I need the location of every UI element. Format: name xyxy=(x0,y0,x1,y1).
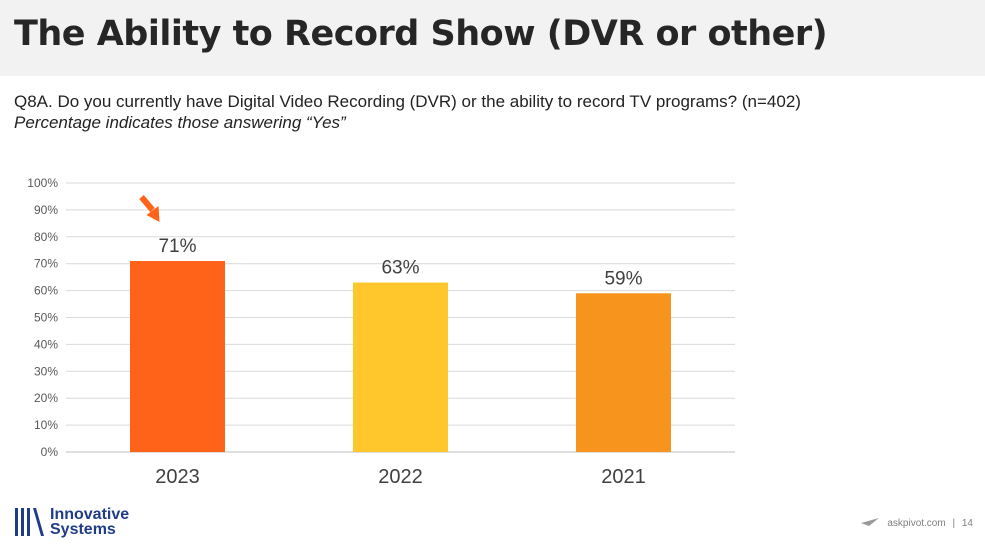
bar-chart: 0% 10% 20% 30% 40% 50% 60% 70% 80% 90% 100% 71% 2023… xyxy=(27,176,735,488)
question-text: Q8A. Do you currently have Digital Video… xyxy=(14,92,801,111)
x-tick-label: 2022 xyxy=(378,466,423,488)
question-note: Percentage indicates those answering “Ye… xyxy=(14,113,346,132)
highlight-arrow-head-icon xyxy=(146,206,160,222)
y-tick-label: 30% xyxy=(34,364,58,378)
logo-line2: Systems xyxy=(50,521,116,538)
x-tick-label: 2021 xyxy=(601,466,646,488)
question-block: Q8A. Do you currently have Digital Video… xyxy=(14,91,801,133)
y-tick-label: 10% xyxy=(34,418,58,432)
data-label: 71% xyxy=(158,236,196,257)
paper-plane-icon xyxy=(860,518,879,526)
innovative-systems-logo: Innovative Systems xyxy=(14,505,144,539)
page-title: The Ability to Record Show (DVR or other… xyxy=(14,14,828,54)
data-label: 63% xyxy=(381,258,419,279)
y-tick-label: 20% xyxy=(34,391,58,405)
data-label: 59% xyxy=(604,268,642,289)
y-tick-label: 40% xyxy=(34,337,58,351)
bar-2022 xyxy=(353,282,448,452)
y-tick-label: 90% xyxy=(34,203,58,217)
footer-separator: | xyxy=(952,518,956,529)
y-tick-label: 60% xyxy=(34,284,58,298)
footer-site: askpivot.com xyxy=(887,518,946,529)
y-tick-label: 0% xyxy=(41,445,59,459)
y-tick-label: 70% xyxy=(34,257,58,271)
x-tick-label: 2023 xyxy=(155,466,200,488)
logo-line1: Innovative xyxy=(50,506,130,523)
page-number: 14 xyxy=(961,518,973,529)
highlight-arrow xyxy=(139,195,155,212)
y-tick-label: 100% xyxy=(27,176,58,190)
logo-stripes-icon xyxy=(15,508,44,536)
title-band xyxy=(0,0,985,76)
y-tick-label: 80% xyxy=(34,230,58,244)
logo-text: Innovative Systems xyxy=(50,506,130,538)
bar-2023 xyxy=(130,261,225,452)
bar-2021 xyxy=(576,293,671,452)
y-tick-label: 50% xyxy=(34,311,58,325)
footer-right: askpivot.com | 14 xyxy=(860,518,973,529)
